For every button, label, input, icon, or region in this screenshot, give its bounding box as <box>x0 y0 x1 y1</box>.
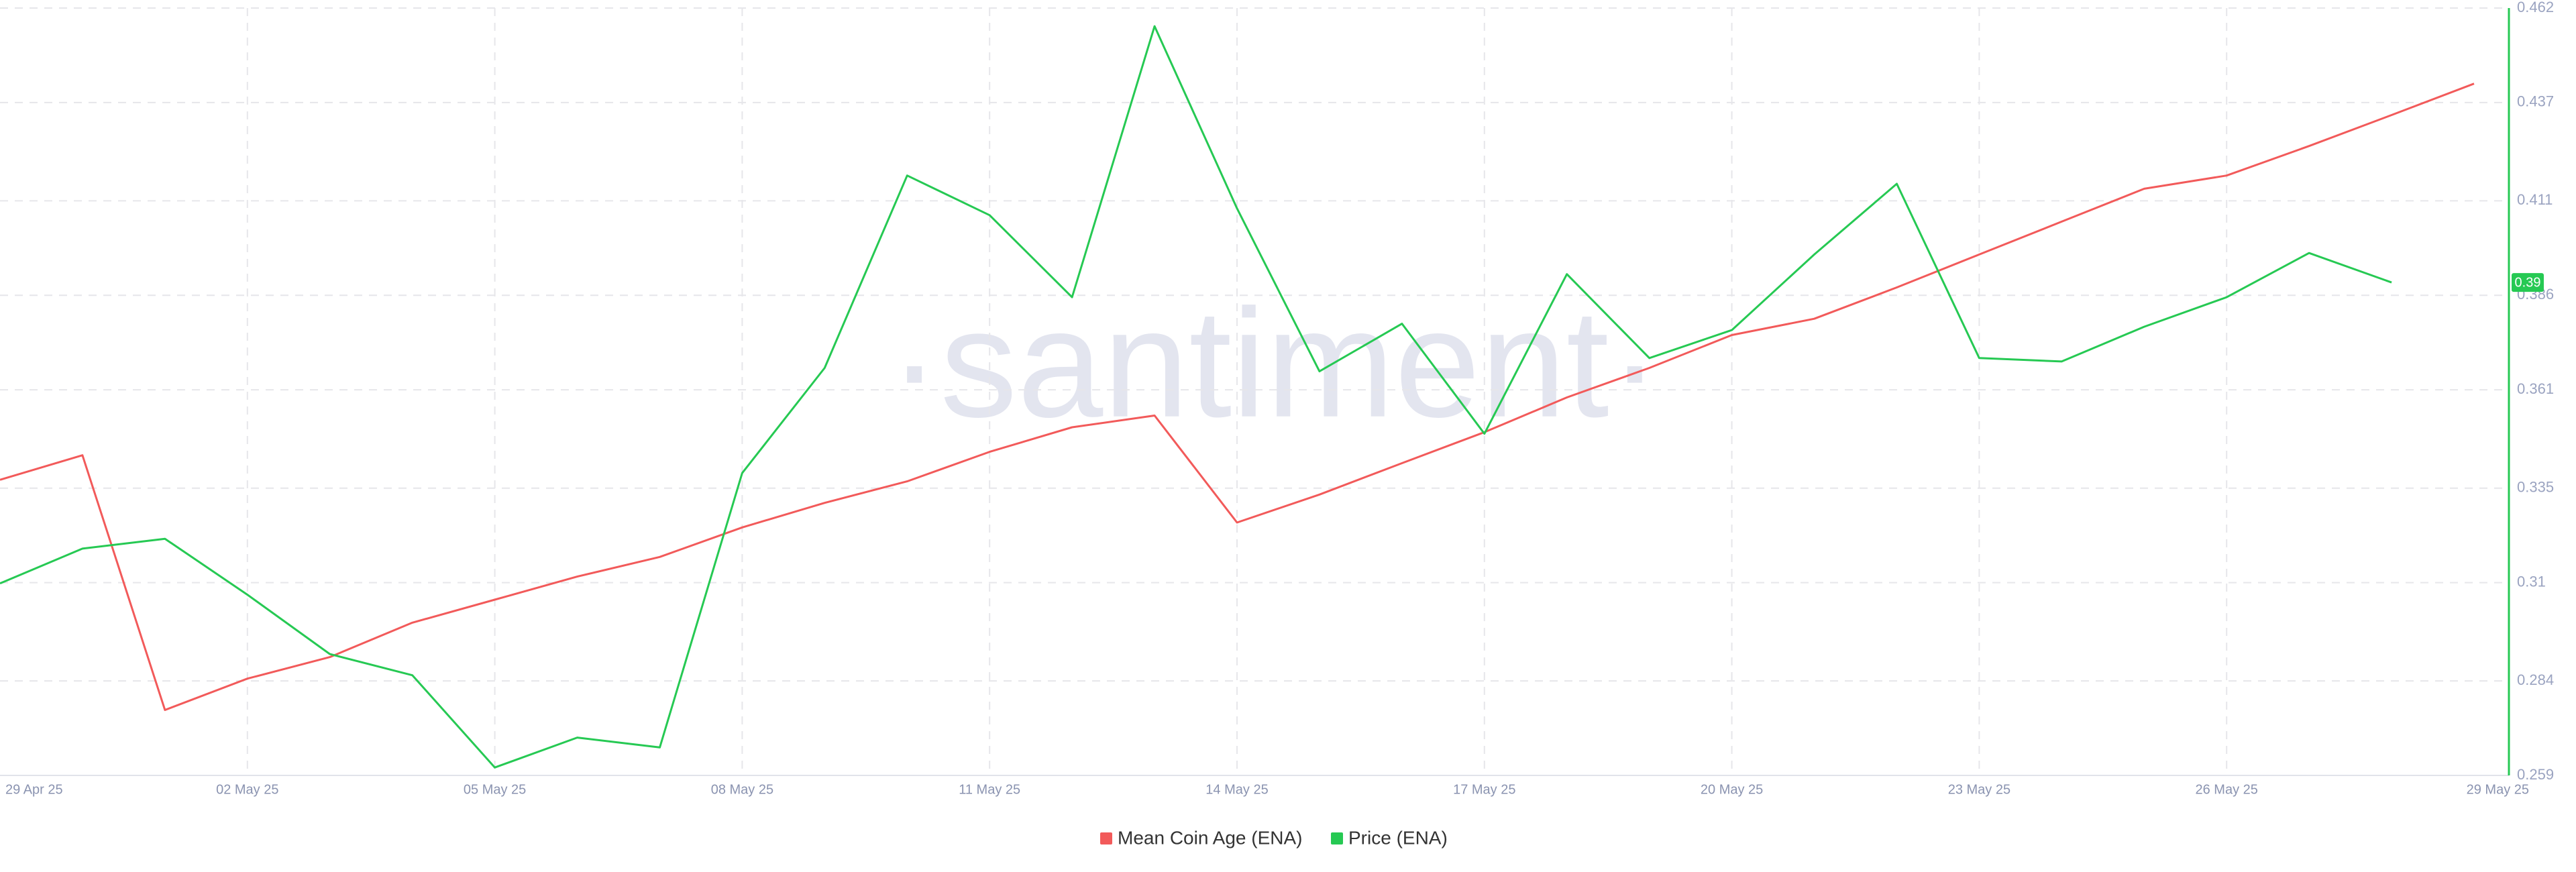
x-tick-label: 17 May 25 <box>1453 782 1515 797</box>
y-tick-label: 0.361 <box>2517 380 2554 397</box>
legend-swatch <box>1100 832 1112 844</box>
y-tick-label: 0.411 <box>2517 191 2553 208</box>
x-tick-label: 11 May 25 <box>959 782 1020 797</box>
legend-label: Price (ENA) <box>1348 827 1448 848</box>
legend-label: Mean Coin Age (ENA) <box>1118 827 1302 848</box>
series-line <box>0 25 2392 769</box>
x-tick-label: 08 May 25 <box>711 782 773 797</box>
x-tick-label: 29 May 25 <box>2467 782 2529 797</box>
x-tick-label: 14 May 25 <box>1205 782 1268 797</box>
series-line <box>0 83 2475 711</box>
x-tick-label: 20 May 25 <box>1701 782 1763 797</box>
value-label: 0.39 <box>2515 275 2541 290</box>
y-tick-label: 0.335 <box>2517 479 2554 496</box>
y-tick-label: 0.31 <box>2517 573 2546 590</box>
x-tick-label: 05 May 25 <box>464 782 526 797</box>
x-tick-label: 02 May 25 <box>216 782 278 797</box>
y-tick-label: 0.437 <box>2517 93 2554 110</box>
x-tick-label: 29 Apr 25 <box>5 782 63 797</box>
legend-swatch <box>1331 832 1343 844</box>
y-tick-label: 0.259 <box>2517 766 2554 783</box>
x-tick-label: 26 May 25 <box>2196 782 2258 797</box>
y-tick-label: 0.462 <box>2517 0 2554 15</box>
value-badge <box>2512 273 2544 292</box>
y-tick-label: 0.284 <box>2517 671 2554 688</box>
watermark: ·santiment· <box>889 277 1660 449</box>
x-tick-label: 23 May 25 <box>1948 782 2010 797</box>
